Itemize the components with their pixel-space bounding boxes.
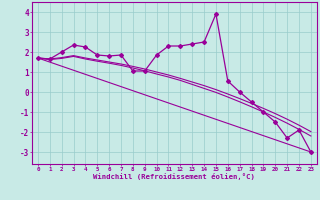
X-axis label: Windchill (Refroidissement éolien,°C): Windchill (Refroidissement éolien,°C)	[93, 173, 255, 180]
